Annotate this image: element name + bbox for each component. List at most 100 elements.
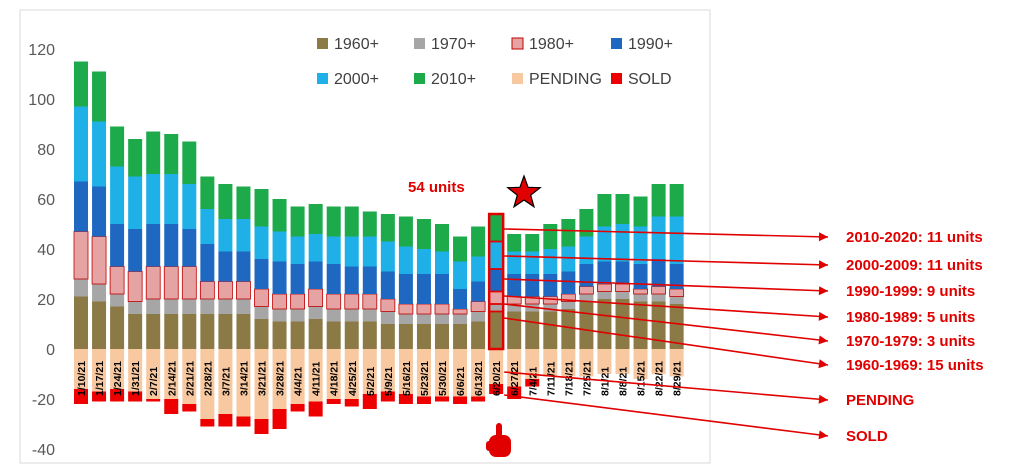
- bar-segment: [254, 349, 269, 419]
- bar-segment: [597, 226, 612, 262]
- bar-segment: [128, 176, 143, 229]
- bar-segment: [435, 396, 449, 402]
- bar-segment: [543, 249, 558, 274]
- bar-segment: [181, 266, 197, 300]
- x-tick-label: 8/22/21: [654, 361, 666, 396]
- bar-segment: [380, 214, 395, 242]
- bar-segment: [669, 304, 684, 349]
- x-tick-label: 3/21/21: [257, 361, 269, 396]
- bar-segment: [308, 234, 323, 262]
- bar-segment: [74, 296, 88, 349]
- bar-segment: [669, 216, 684, 264]
- legend-swatch: [414, 38, 425, 49]
- y-tick-label: -40: [32, 442, 55, 459]
- bar-segment: [579, 209, 594, 237]
- bar-segment: [326, 206, 341, 237]
- bar-segment: [380, 241, 395, 272]
- bar-segment: [326, 321, 341, 349]
- bar-segment: [471, 311, 486, 322]
- legend-label: PENDING: [529, 71, 602, 88]
- bar-segment: [110, 126, 125, 167]
- bar-segment: [471, 321, 486, 349]
- legend-swatch: [611, 73, 622, 84]
- bar-segment: [543, 349, 558, 377]
- bar-segment: [182, 299, 197, 314]
- bar-segment: [200, 209, 215, 244]
- bar-segment: [416, 274, 431, 304]
- bar-segment: [128, 229, 143, 272]
- bar-segment: [218, 219, 233, 252]
- bar-segment: [615, 291, 630, 299]
- bar-segment: [272, 199, 287, 232]
- y-axis: -40 -20 0 20 40 60 80 100 120: [28, 42, 55, 459]
- bar-segment: [254, 306, 269, 319]
- bar-segment: [669, 264, 684, 289]
- bar-segment: [128, 139, 143, 177]
- bar-segment: [362, 349, 377, 394]
- bar-segment: [146, 131, 161, 174]
- bar-segment: [362, 266, 377, 294]
- x-tick-label: 5/9/21: [383, 367, 395, 396]
- bar-segment: [254, 259, 269, 289]
- bar-segment: [543, 274, 558, 297]
- bar-segment: [398, 349, 413, 394]
- x-tick-label: 8/8/21: [618, 367, 630, 396]
- bar-segment: [489, 269, 504, 292]
- bar-segment: [579, 294, 594, 302]
- bar-segment: [579, 236, 594, 264]
- bar-segment: [326, 399, 341, 404]
- bar-segment: [74, 349, 88, 389]
- plot-frame: [19, 9, 711, 464]
- bar-segment: [254, 419, 269, 434]
- x-tick-label: 5/23/21: [419, 361, 431, 396]
- bar-segment: [164, 174, 179, 224]
- bar-segment: [561, 219, 576, 247]
- bar-segment: [633, 226, 648, 264]
- bar-segment: [488, 291, 504, 305]
- bar-segment: [615, 261, 630, 284]
- x-tick-label: 6/6/21: [455, 367, 467, 396]
- bar-segment: [416, 314, 431, 324]
- bar-segment: [669, 296, 684, 304]
- x-tick-label: 6/20/21: [491, 361, 503, 396]
- callout-arrowhead: [818, 232, 828, 242]
- bar-segment: [218, 349, 233, 414]
- bar-segment: [272, 309, 287, 322]
- bar-segment: [435, 274, 449, 304]
- bar-segment: [326, 236, 341, 264]
- bar-segment: [272, 321, 287, 349]
- x-tick-label: 2/21/21: [184, 361, 196, 396]
- bar-segment: [579, 286, 594, 295]
- legend-label: 1980+: [529, 36, 574, 53]
- callout-label: 1970-1979: 3 units: [846, 333, 975, 350]
- y-tick-label: 0: [46, 342, 55, 359]
- bar-segment: [525, 311, 540, 349]
- bar-segment: [308, 261, 323, 289]
- bar-segment: [182, 229, 197, 267]
- y-tick-label: -20: [32, 392, 55, 409]
- bar-segment: [471, 226, 486, 257]
- bar-segment: [290, 206, 305, 237]
- bar-segment: [344, 349, 359, 399]
- bar-segment: [416, 219, 431, 249]
- bar-segment: [615, 283, 630, 292]
- callout-arrowhead: [818, 359, 828, 369]
- bar-segment: [109, 266, 125, 295]
- bar-segment: [471, 349, 486, 397]
- total-units-label: 54 units: [408, 179, 465, 196]
- bar-segment: [254, 319, 269, 349]
- bar-segment: [471, 281, 486, 302]
- legend: 1960+ 1970+ 1980+ 1990+ 2000+ 2010+ PENDING SOL…: [317, 36, 673, 88]
- callout-line: [504, 317, 829, 366]
- bar-segment: [308, 319, 323, 349]
- bar-segment: [561, 349, 576, 377]
- bar-segment: [272, 293, 287, 310]
- callout-arrowhead: [818, 311, 828, 321]
- bar-segment: [344, 309, 359, 322]
- bar-segment: [525, 251, 540, 274]
- bar-segment: [633, 294, 648, 302]
- bar-segment: [507, 304, 522, 312]
- bar-segment: [507, 311, 522, 349]
- bar-segment: [452, 308, 468, 315]
- bar-segment: [507, 274, 522, 297]
